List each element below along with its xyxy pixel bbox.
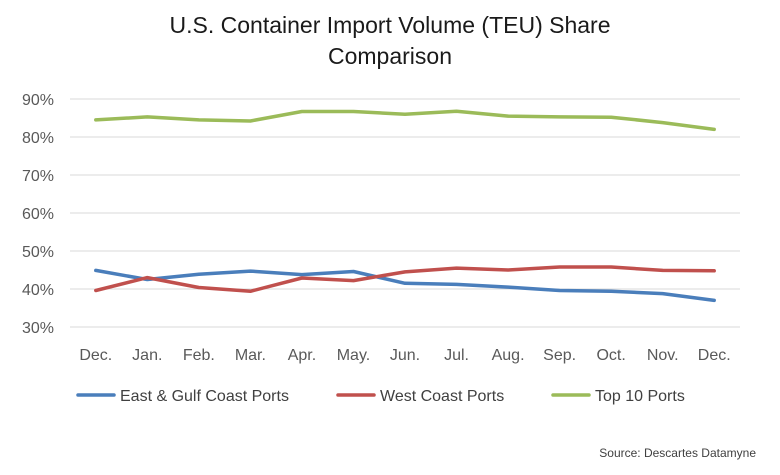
y-tick-label: 50% [22,244,54,261]
gridlines [70,98,740,328]
x-tick-label: Jun. [390,347,420,364]
y-tick-label: 30% [22,320,54,337]
series-lines [94,109,716,303]
y-tick-label: 90% [22,92,54,109]
chart-title-line-1: U.S. Container Import Volume (TEU) Share [169,12,611,38]
source-note: Source: Descartes Datamyne [599,446,756,460]
y-tick-label: 40% [22,282,54,299]
y-tick-label: 80% [22,130,54,147]
x-tick-label: Mar. [235,347,266,364]
x-tick-label: Nov. [647,347,679,364]
legend-label-2: West Coast Ports [380,388,504,405]
x-tick-label: Sep. [543,347,576,364]
y-tick-label: 60% [22,206,54,223]
legend-label-1: East & Gulf Coast Ports [120,388,289,405]
series-line-2 [94,265,716,294]
x-tick-label: Feb. [183,347,215,364]
legend-label-3: Top 10 Ports [595,388,685,405]
x-tick-label: Dec. [79,347,112,364]
chart-title-line-2: Comparison [328,43,452,69]
x-tick-label: Apr. [288,347,316,364]
x-tick-label: Aug. [492,347,525,364]
x-tick-label: May. [337,347,370,364]
x-tick-label: Jan. [132,347,162,364]
x-tick-label: Dec. [698,347,731,364]
x-axis-tick-labels: Dec. Jan. Feb. Mar. Apr. May. Jun. Jul. Aug. Sep.… [79,347,730,364]
legend: East & Gulf Coast Ports West Coast Ports T… [76,388,685,405]
y-tick-label: 70% [22,168,54,185]
y-axis-tick-labels: 30% 40% 50% 60% 70% 80% 90% [22,92,54,337]
series-line-3 [94,109,716,132]
x-tick-label: Jul. [444,347,469,364]
series-line-1 [94,268,716,303]
x-tick-label: Oct. [596,347,625,364]
